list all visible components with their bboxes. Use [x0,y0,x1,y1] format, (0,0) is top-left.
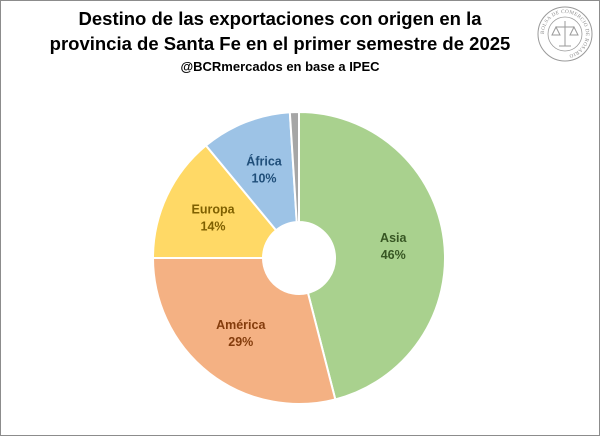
slice-otros [288,110,300,224]
slice-label-asia: Asia [380,231,407,245]
slice-label-europa: Europa [192,203,236,217]
chart-title-line-1: Destino de las exportaciones con origen … [78,8,482,29]
slice-value-africa: 10% [252,172,277,186]
slice-label-africa: África [246,154,282,169]
slice-value-asia: 46% [381,248,406,262]
slice-america [151,257,337,405]
slice-value-europa: 14% [201,220,226,234]
slice-africa [204,111,298,232]
bcr-seal-logo: BOLSA DE COMERCIO DE ROSARIO [537,6,593,62]
slice-label-america: América [216,318,266,332]
slice-europa [151,144,278,259]
chart-title-line-2: provincia de Santa Fe en el primer semes… [49,33,511,54]
chart-subtitle: @BCRmercados en base a IPEC [180,59,380,74]
slice-value-america: 29% [228,335,253,349]
slice-asia [298,110,446,401]
